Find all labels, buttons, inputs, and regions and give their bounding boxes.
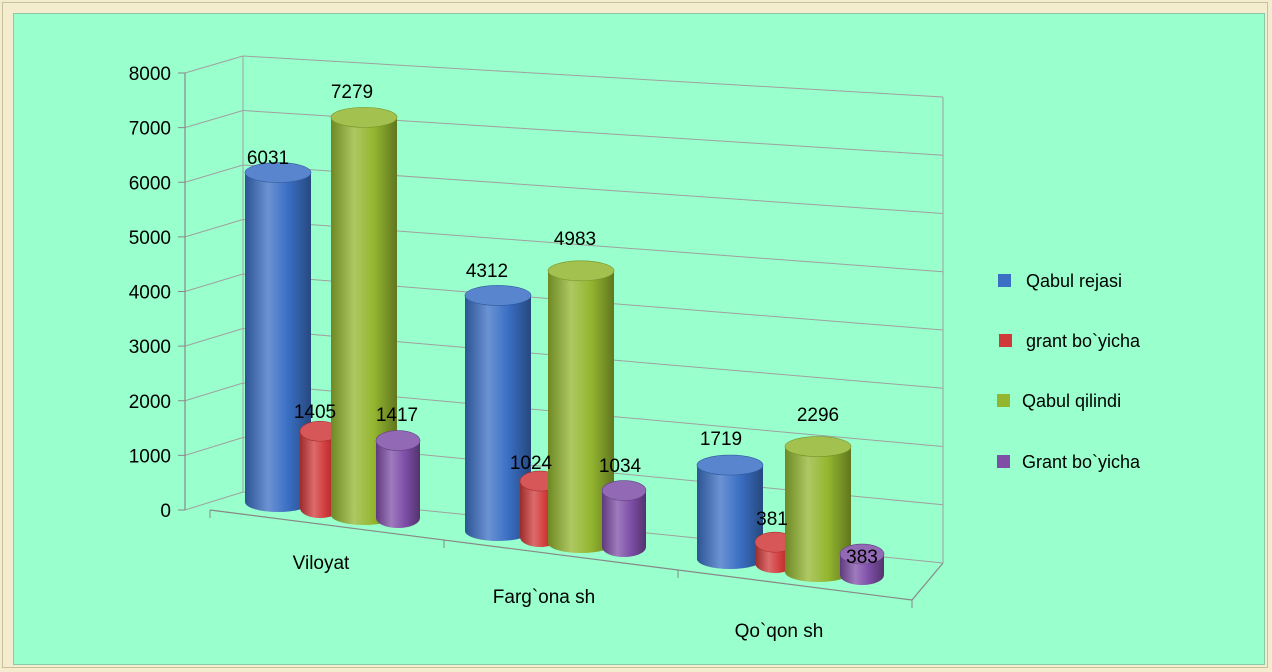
bar-body bbox=[785, 446, 851, 582]
side-gridline-3000 bbox=[184, 328, 244, 347]
data-label: 1417 bbox=[376, 405, 418, 426]
legend-swatch bbox=[999, 334, 1012, 347]
legend-item-1: Qabul rejasi bbox=[998, 271, 1122, 291]
data-label: 1034 bbox=[599, 456, 642, 477]
legend-label: Qabul qilindi bbox=[1022, 391, 1121, 411]
data-labels: 6031 1405 7279 1417 4312 1024 4983 1034 1719 381 2… bbox=[247, 82, 878, 568]
x-axis-category-labels: Viloyat Farg`ona sh Qo`qon sh bbox=[293, 553, 824, 642]
data-label: 1405 bbox=[294, 402, 336, 423]
bar-4-2 bbox=[601, 480, 647, 557]
bar-top bbox=[244, 162, 312, 183]
legend-swatch bbox=[997, 455, 1010, 468]
legend-swatch bbox=[998, 274, 1011, 287]
bar-top bbox=[696, 454, 764, 476]
side-gridline-0 bbox=[184, 491, 244, 511]
bar-body bbox=[840, 554, 884, 585]
data-label: 4983 bbox=[554, 229, 596, 250]
chart-area bbox=[13, 13, 1265, 665]
data-label: 383 bbox=[846, 547, 878, 568]
y-tick-label: 5000 bbox=[129, 228, 171, 249]
data-label: 6031 bbox=[247, 148, 289, 169]
bar-1-2 bbox=[464, 285, 532, 541]
legend-label: Qabul rejasi bbox=[1026, 271, 1122, 291]
legend-swatch bbox=[997, 394, 1010, 407]
legend-item-4: Grant bo`yicha bbox=[997, 452, 1141, 472]
side-gridline-6000 bbox=[184, 164, 244, 183]
side-gridline-4000 bbox=[184, 273, 244, 292]
bar-body bbox=[602, 490, 646, 557]
legend-item-2: grant bo`yicha bbox=[999, 331, 1141, 351]
bar-top bbox=[464, 285, 532, 306]
bar-top bbox=[375, 430, 421, 451]
y-tick-label: 0 bbox=[160, 501, 171, 522]
bar-3-2 bbox=[547, 260, 615, 553]
bar-4-1 bbox=[375, 430, 421, 528]
bar-top bbox=[784, 436, 852, 457]
x-category-label: Farg`ona sh bbox=[493, 587, 595, 608]
y-tick-label: 8000 bbox=[129, 64, 171, 85]
y-tick-label: 6000 bbox=[129, 173, 171, 194]
legend: Qabul rejasi grant bo`yicha Qabul qilindi G… bbox=[997, 271, 1141, 472]
bar-body bbox=[465, 295, 531, 541]
legend-label: grant bo`yicha bbox=[1026, 331, 1141, 351]
bar-body bbox=[331, 117, 397, 525]
data-label: 7279 bbox=[331, 82, 373, 103]
bar-body bbox=[245, 172, 311, 512]
y-tick-label: 7000 bbox=[129, 119, 171, 140]
floor-right-edge bbox=[911, 562, 944, 601]
data-label: 1024 bbox=[510, 453, 553, 474]
bar-1-3 bbox=[696, 454, 764, 569]
data-label: 2296 bbox=[797, 405, 839, 426]
side-gridline-8000 bbox=[184, 55, 244, 74]
y-tick-label: 3000 bbox=[129, 337, 171, 358]
side-gridline-1000 bbox=[184, 437, 244, 456]
axes bbox=[178, 72, 944, 608]
x-category-label: Qo`qon sh bbox=[735, 621, 824, 642]
y-tick-label: 2000 bbox=[129, 392, 171, 413]
y-axis-tick-labels: 0 1000 2000 3000 4000 5000 6000 7000 8000 bbox=[129, 64, 171, 522]
bar-3-3 bbox=[784, 436, 852, 582]
y-tick-label: 4000 bbox=[129, 283, 171, 304]
bar-2-1 bbox=[299, 420, 341, 518]
bar-top bbox=[547, 260, 615, 282]
bar-body bbox=[548, 270, 614, 553]
legend-label: Grant bo`yicha bbox=[1022, 452, 1141, 472]
data-label: 1719 bbox=[700, 429, 742, 450]
legend-item-3: Qabul qilindi bbox=[997, 391, 1121, 411]
bar-body bbox=[376, 440, 420, 528]
y-tick-label: 1000 bbox=[129, 446, 171, 467]
bar-top bbox=[330, 107, 398, 128]
bar-top bbox=[839, 543, 885, 565]
side-gridline-5000 bbox=[184, 219, 244, 238]
bar-4-3 bbox=[839, 543, 885, 585]
bar-top bbox=[601, 480, 647, 501]
bars bbox=[244, 107, 885, 585]
bar-body bbox=[300, 431, 340, 518]
side-gridline-2000 bbox=[184, 382, 244, 402]
x-category-label: Viloyat bbox=[293, 553, 350, 574]
bar-1-1 bbox=[244, 162, 312, 512]
bar-3-1 bbox=[330, 107, 398, 525]
data-label: 381 bbox=[756, 509, 788, 530]
side-gridline-7000 bbox=[184, 110, 244, 129]
bar-body bbox=[697, 465, 763, 569]
x-axis-line bbox=[209, 509, 913, 601]
gridline-8000 bbox=[242, 55, 944, 98]
data-label: 4312 bbox=[466, 261, 508, 282]
